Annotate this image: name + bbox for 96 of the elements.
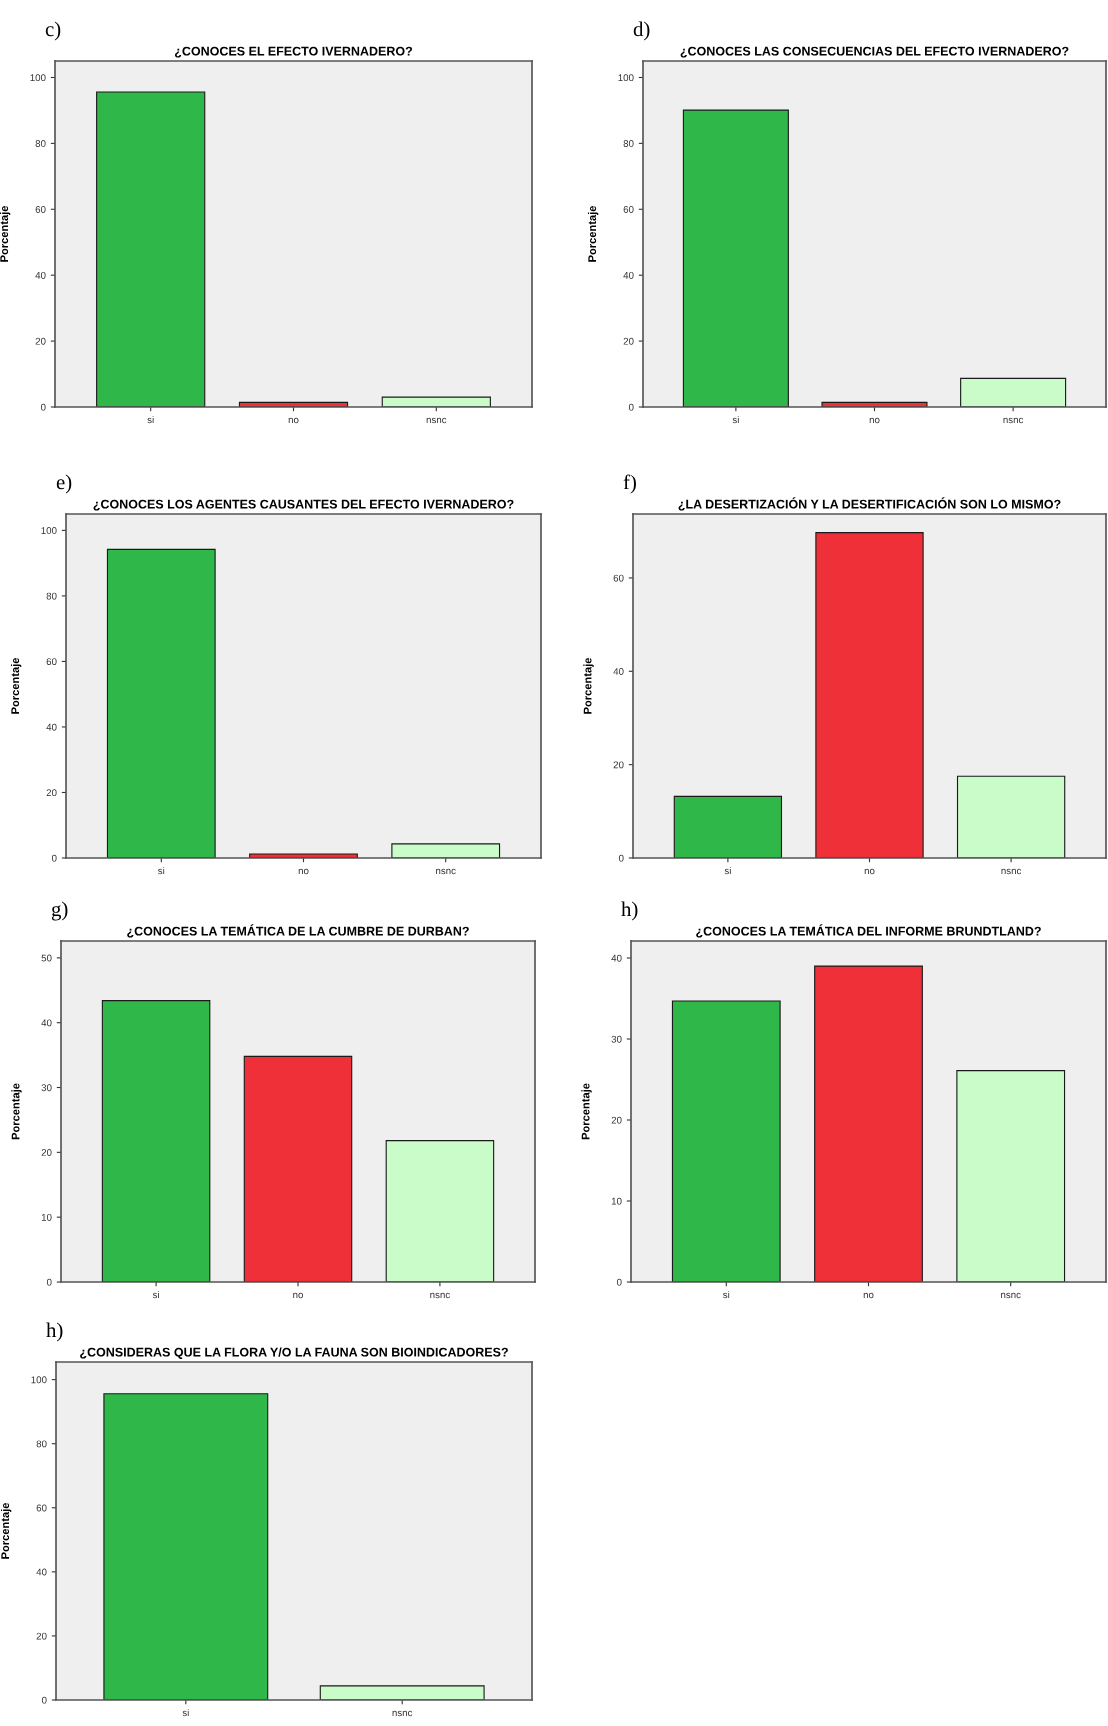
y-tick-label: 30 — [41, 1084, 52, 1092]
chart-title: ¿CONOCES LOS AGENTES CAUSANTES DEL EFECTO IVERNADERO? — [93, 499, 514, 511]
x-tick-label: no — [869, 417, 880, 424]
y-tick-label: 20 — [41, 1149, 52, 1156]
y-tick-label: 40 — [36, 1568, 47, 1576]
y-tick-label: 100 — [31, 1376, 47, 1384]
chart-title: ¿LA DESERTIZACIÓN Y LA DESERTIFICACIÓN SON LO MISMO? — [678, 497, 1061, 511]
y-tick-label: 80 — [36, 1440, 47, 1448]
chart-title: ¿CONOCES LA TEMÁTICA DEL INFORME BRUNDTLAND? — [696, 924, 1041, 938]
y-tick-label: 0 — [51, 854, 57, 862]
x-tick-label: no — [864, 868, 875, 875]
y-tick-label: 40 — [623, 271, 634, 279]
x-tick-label: no — [863, 1292, 874, 1299]
bar — [673, 795, 783, 858]
bar — [671, 1000, 781, 1282]
text: d) — [633, 21, 650, 41]
chart-title: ¿CONOCES LAS CONSECUENCIAS DEL EFECTO IVERNADERO? — [680, 46, 1069, 58]
y-tick-label: 0 — [618, 854, 624, 862]
y-axis-title: Porcentaje — [0, 1502, 12, 1559]
text: g) — [51, 901, 68, 921]
x-tick-label: nsnc — [1003, 417, 1024, 424]
y-tick-label: 80 — [35, 140, 46, 147]
y-axis-title: Porcentaje — [581, 1083, 592, 1140]
x-tick-label: nsnc — [1001, 868, 1022, 875]
y-tick-label: 0 — [40, 403, 46, 411]
y-tick-label: 60 — [613, 574, 624, 582]
x-tick-label: si — [724, 867, 731, 875]
chart-title: ¿CONOCES EL EFECTO IVERNADERO? — [174, 46, 413, 58]
bar — [814, 965, 923, 1282]
bar — [815, 532, 924, 858]
text: h) — [46, 1322, 63, 1342]
x-tick-label: nsnc — [430, 1292, 450, 1299]
y-tick-label: 40 — [611, 954, 622, 962]
y-tick-label: 20 — [35, 337, 46, 345]
y-tick-label: 80 — [623, 140, 634, 147]
bar — [385, 1140, 495, 1282]
x-tick-label: si — [732, 416, 739, 424]
x-tick-label: si — [152, 1291, 159, 1299]
x-tick-label: si — [158, 867, 165, 875]
y-tick-label: 0 — [628, 403, 634, 411]
y-tick-label: 20 — [46, 789, 57, 797]
x-tick-label: nsnc — [1001, 1292, 1021, 1299]
x-tick-label: no — [298, 868, 309, 875]
y-tick-label: 10 — [41, 1213, 52, 1221]
y-tick-label: 0 — [46, 1278, 52, 1286]
y-axis-title: Porcentaje — [11, 1083, 22, 1140]
y-axis-title: Porcentaje — [587, 205, 599, 262]
x-tick-label: si — [723, 1291, 730, 1299]
y-tick-label: 100 — [41, 527, 57, 534]
y-tick-label: 20 — [611, 1116, 622, 1124]
bar — [249, 853, 358, 858]
bar — [391, 843, 501, 858]
y-tick-label: 30 — [611, 1035, 622, 1043]
text: h) — [621, 901, 638, 921]
y-tick-label: 80 — [46, 592, 57, 600]
y-tick-label: 0 — [616, 1278, 622, 1286]
y-tick-label: 20 — [36, 1632, 47, 1640]
y-tick-label: 50 — [41, 954, 52, 962]
bar — [682, 109, 789, 407]
bar — [381, 396, 491, 407]
y-axis-title: Porcentaje — [0, 205, 11, 262]
x-tick-label: nsnc — [436, 868, 456, 875]
text: e) — [56, 474, 72, 494]
bar — [956, 775, 1066, 858]
chart-title: ¿CONOCES LA TEMÁTICA DE LA CUMBRE DE DURBAN? — [127, 924, 469, 938]
x-tick-label: si — [147, 416, 154, 424]
x-tick-label: si — [182, 1709, 189, 1717]
bar — [106, 548, 216, 858]
bar — [96, 91, 206, 407]
y-tick-label: 100 — [618, 74, 634, 82]
y-tick-label: 60 — [35, 206, 46, 213]
chart-title: ¿CONSIDERAS QUE LA FLORA Y/O LA FAUNA SON BIOINDICADORES? — [80, 1347, 508, 1359]
x-tick-label: no — [293, 1292, 303, 1299]
y-axis-title: Porcentaje — [10, 657, 22, 714]
y-tick-label: 40 — [46, 723, 57, 731]
y-tick-label: 40 — [35, 271, 46, 279]
x-tick-label: no — [288, 417, 299, 424]
y-tick-label: 40 — [613, 668, 624, 675]
y-axis-title: Porcentaje — [583, 657, 594, 714]
text: c) — [45, 21, 61, 41]
y-tick-label: 10 — [611, 1197, 622, 1205]
y-tick-label: 40 — [41, 1019, 52, 1027]
x-tick-label: nsnc — [392, 1710, 413, 1717]
y-tick-label: 60 — [623, 206, 634, 213]
x-tick-label: nsnc — [426, 417, 447, 424]
y-tick-label: 0 — [41, 1696, 47, 1704]
y-tick-label: 100 — [30, 74, 46, 82]
y-tick-label: 60 — [46, 658, 57, 666]
bar — [960, 377, 1067, 407]
y-tick-label: 60 — [36, 1504, 47, 1512]
text: f) — [623, 474, 636, 494]
bar — [243, 1055, 353, 1282]
y-tick-label: 20 — [613, 761, 624, 769]
bar — [956, 1070, 1066, 1282]
y-tick-label: 20 — [623, 337, 634, 345]
bar — [101, 1000, 211, 1282]
